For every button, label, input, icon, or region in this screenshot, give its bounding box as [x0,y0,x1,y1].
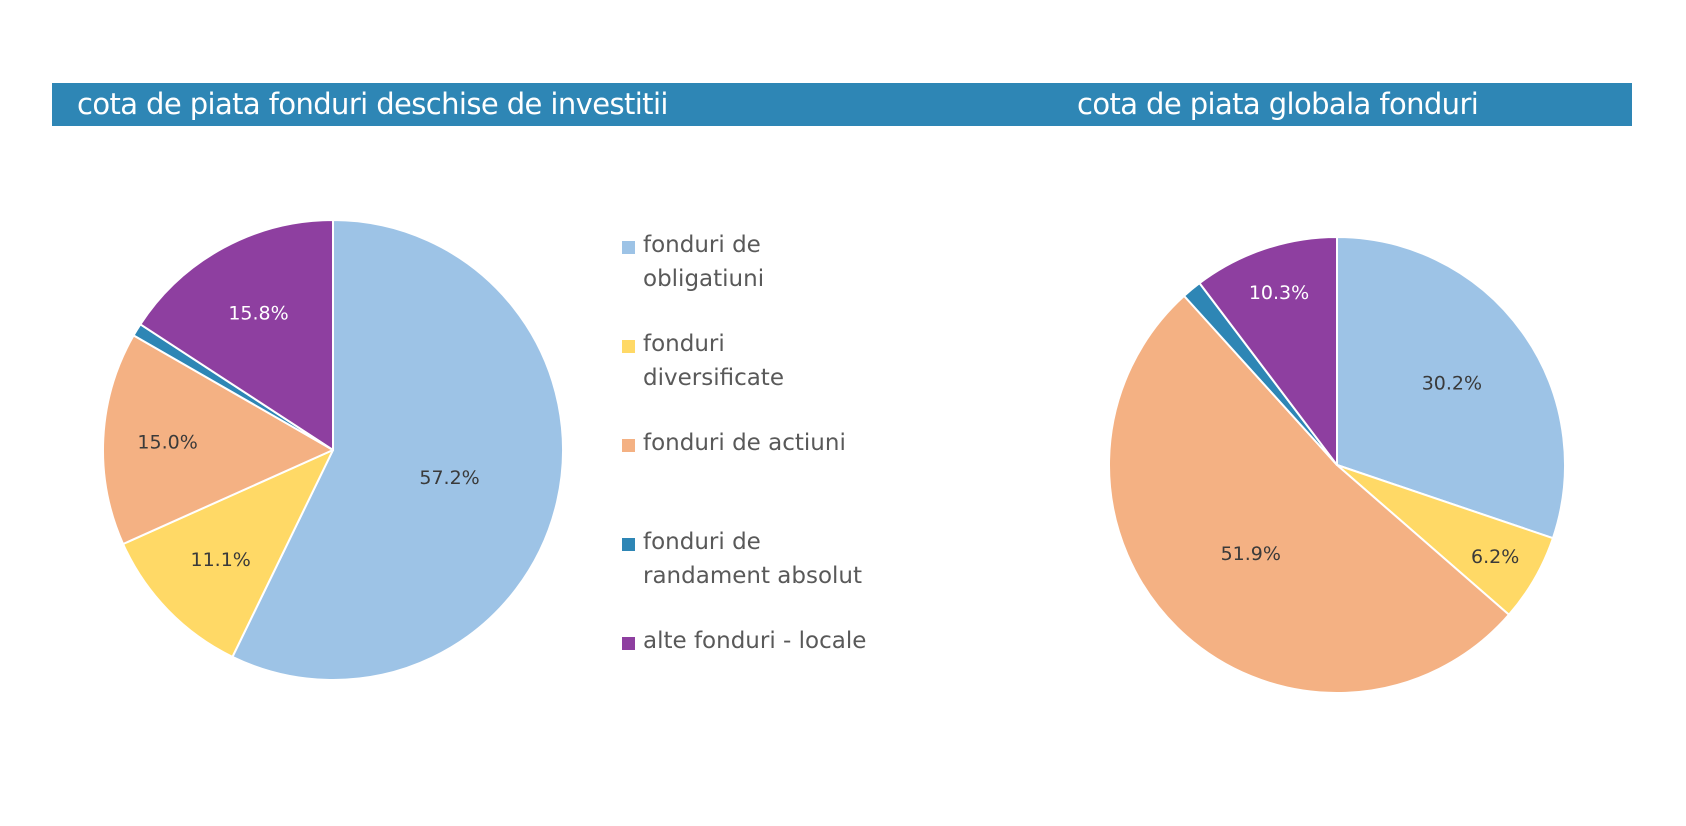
legend-swatch [622,340,635,353]
legend-swatch [622,637,635,650]
data-label: 15.8% [228,302,288,324]
legend-item-diversificate: fonduri diversificate [622,327,793,395]
legend-label: alte fonduri - locale [643,628,867,654]
pie-slice [231,219,564,681]
data-label: 51.9% [1221,543,1281,565]
data-label: 11.1% [191,549,251,571]
pie-slice [139,219,334,451]
legend-item-randament-absolut: fonduri de randament absolut [622,525,873,593]
data-label: 6.2% [1471,546,1519,568]
legend-label: fonduri diversificate [643,331,784,391]
chart-title-global-funds: cota de piata globala fonduri [1077,87,1479,121]
legend-label: fonduri de obligatiuni [643,232,765,292]
data-label: 15.0% [137,432,197,454]
pie-slice [102,334,334,545]
pie-slice [122,449,334,658]
pie-slice [1108,294,1510,694]
legend-swatch [622,439,635,452]
legend-swatch [622,241,635,254]
pie-global-funds: 30.2% 6.2% 51.9% 10.3% [1108,236,1567,694]
data-label: 10.3% [1249,282,1309,304]
legend-swatch [622,538,635,551]
legend-item-actiuni: fonduri de actiuni [622,426,888,460]
chart-title-open-funds: cota de piata fonduri deschise de invest… [77,87,668,121]
data-label: 57.2% [419,467,479,489]
header-bar: cota de piata fonduri deschise de invest… [52,83,1632,126]
legend-label: fonduri de actiuni [643,430,846,456]
pie-slice [1198,236,1338,466]
legend-item-obligatiuni: fonduri de obligatiuni [622,228,888,296]
legend-label: fonduri de randament absolut [643,529,863,589]
data-label: 30.2% [1422,373,1482,395]
pie-open-funds: 57.2% 11.1% 15.0% 15.8% [102,219,564,681]
pie-slice [1336,236,1567,540]
legend-item-alte-fonduri: alte fonduri - locale [622,624,888,658]
